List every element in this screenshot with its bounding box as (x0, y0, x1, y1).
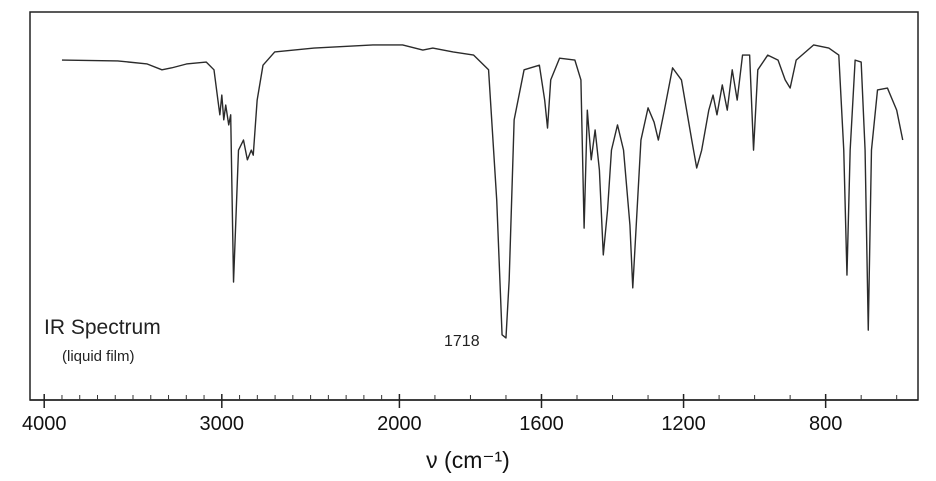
x-axis-label: ν (cm⁻¹) (426, 447, 510, 473)
x-tick-label: 1600 (519, 413, 564, 435)
annotation: (liquid film) (62, 348, 135, 365)
x-tick-label: 2000 (377, 413, 422, 435)
annotation: 1718 (444, 333, 480, 350)
x-tick-label: 1200 (661, 413, 706, 435)
x-tick-label: 800 (809, 413, 842, 435)
x-tick-label: 3000 (200, 413, 245, 435)
annotation: IR Spectrum (44, 316, 161, 339)
x-tick-label: 4000 (22, 413, 67, 435)
spectrum-line (61, 44, 904, 339)
